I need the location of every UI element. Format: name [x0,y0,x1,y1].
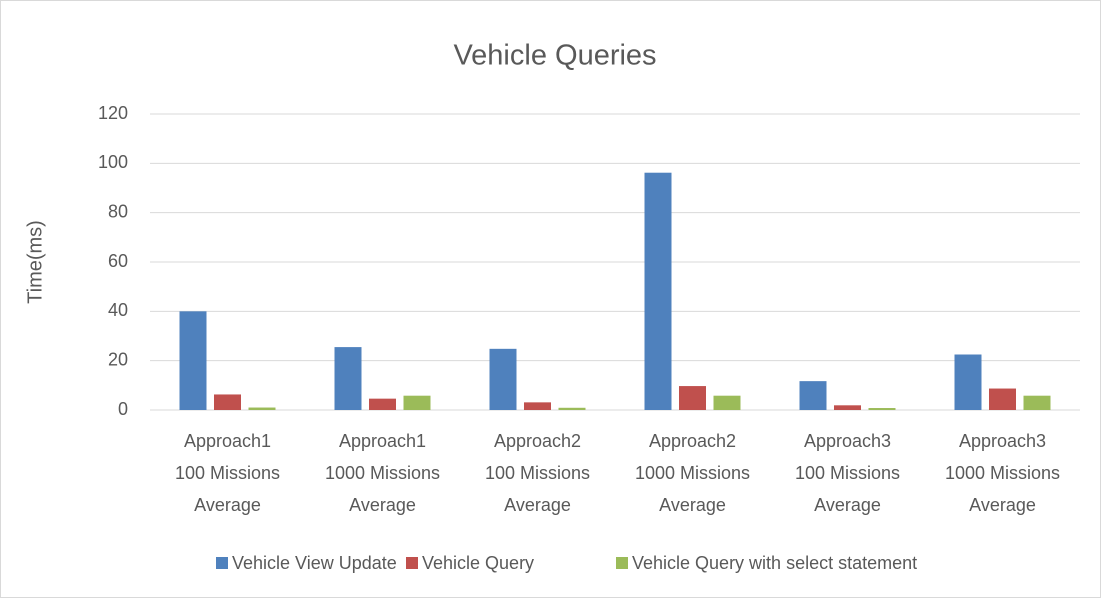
x-tick-label: 100 Missions [485,463,590,483]
y-tick-label: 60 [108,251,128,271]
bar [403,395,431,410]
x-tick-label: Approach1 [184,431,271,451]
x-tick-label: Approach3 [959,431,1046,451]
x-tick-label: Average [814,495,881,515]
bar [248,407,276,410]
x-tick-label: Average [504,495,571,515]
y-tick-label: 20 [108,349,128,369]
bar [954,354,982,410]
legend-swatch [406,557,418,569]
bar [868,408,896,410]
x-tick-label: Approach2 [494,431,581,451]
legend-swatch [616,557,628,569]
x-tick-label: Approach2 [649,431,736,451]
legend-label: Vehicle View Update [232,553,397,573]
legend-label: Vehicle Query [422,553,534,573]
bar [489,348,517,410]
x-tick-label: 100 Missions [175,463,280,483]
bar [834,405,861,410]
x-tick-label: Average [969,495,1036,515]
x-tick-label: Average [194,495,261,515]
x-tick-label: 1000 Missions [325,463,440,483]
bar [214,394,241,410]
y-tick-label: 80 [108,201,128,221]
chart-title: Vehicle Queries [453,40,656,72]
bar [558,407,586,410]
bar [679,386,706,410]
y-tick-label: 100 [98,152,128,172]
bar [1023,395,1051,410]
y-tick-label: 120 [98,103,128,123]
bar [989,388,1016,410]
x-tick-label: Approach3 [804,431,891,451]
bar [179,311,207,410]
x-tick-label: 100 Missions [795,463,900,483]
bar [644,172,672,410]
bar [369,398,396,410]
y-axis-label: Time(ms) [24,220,46,304]
x-tick-label: Approach1 [339,431,426,451]
x-tick-label: Average [659,495,726,515]
bar [799,381,827,410]
bar [524,402,551,410]
x-tick-label: 1000 Missions [945,463,1060,483]
bar [713,395,741,410]
x-tick-label: Average [349,495,416,515]
y-tick-label: 40 [108,300,128,320]
legend-swatch [216,557,228,569]
x-tick-label: 1000 Missions [635,463,750,483]
y-tick-label: 0 [118,399,128,419]
legend-label: Vehicle Query with select statement [632,553,917,573]
bar [334,347,362,410]
